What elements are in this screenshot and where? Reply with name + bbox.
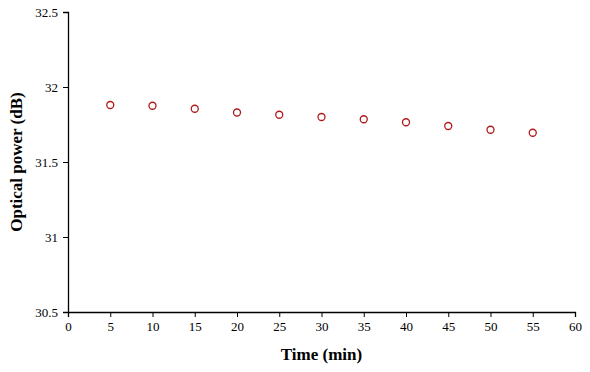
- x-tick-mark: [533, 312, 534, 317]
- x-tick-label: 10: [147, 319, 160, 334]
- x-tick-mark: [491, 312, 492, 317]
- y-tick: 30.5: [35, 305, 68, 320]
- point: [360, 116, 367, 123]
- x-tick: 35: [358, 312, 371, 334]
- x-tick: 30: [316, 312, 329, 334]
- x-tick-label: 15: [189, 319, 202, 334]
- x-tick-mark: [406, 312, 407, 317]
- x-tick: 0: [65, 312, 72, 334]
- y-tick: 32.5: [35, 5, 68, 20]
- y-tick-mark: [63, 162, 68, 163]
- y-axis-line: [63, 13, 69, 313]
- x-tick-mark: [575, 312, 576, 317]
- x-tick: 55: [527, 312, 540, 334]
- y-tick: 32: [45, 80, 68, 95]
- point: [276, 111, 283, 118]
- y-tick-label: 32.5: [35, 5, 58, 20]
- x-tick-mark: [237, 312, 238, 317]
- x-tick-mark: [195, 312, 196, 317]
- point: [445, 123, 452, 130]
- y-tick-mark: [63, 312, 68, 313]
- points: [107, 102, 537, 137]
- x-tick: 45: [442, 312, 455, 334]
- y-tick-label: 32: [45, 80, 58, 95]
- point: [149, 102, 156, 109]
- y-tick: 31.5: [35, 155, 68, 170]
- point: [529, 129, 536, 136]
- y-tick-label: 31.5: [35, 155, 58, 170]
- point: [403, 119, 410, 126]
- x-tick: 5: [108, 312, 115, 334]
- point: [487, 126, 494, 133]
- x-tick-label: 35: [358, 319, 371, 334]
- x-tick-label: 5: [108, 319, 115, 334]
- y-tick-mark: [63, 237, 68, 238]
- x-tick: 10: [147, 312, 160, 334]
- x-tick-label: 60: [569, 319, 582, 334]
- x-tick-label: 30: [316, 319, 329, 334]
- chart: 0 5 10 15 20 25 30 35 40 45 50 55 60 30.5 31 31.5 32 32.5…: [0, 0, 590, 372]
- y-tick-mark: [63, 87, 68, 88]
- x-tick-label: 0: [65, 319, 72, 334]
- x-tick: 15: [189, 312, 202, 334]
- x-tick-label: 20: [231, 319, 244, 334]
- y-tick-label: 31: [45, 230, 58, 245]
- x-tick-label: 40: [400, 319, 413, 334]
- x-axis-title: Time (min): [281, 345, 362, 364]
- x-tick: 60: [569, 312, 582, 334]
- y-tick: 31: [45, 230, 68, 245]
- point: [318, 114, 325, 121]
- x-tick-mark: [279, 312, 280, 317]
- x-tick-label: 45: [442, 319, 455, 334]
- x-tick: 25: [273, 312, 286, 334]
- x-tick-mark: [364, 312, 365, 317]
- y-axis: 30.5 31 31.5 32 32.5: [35, 5, 68, 320]
- x-tick-label: 55: [527, 319, 540, 334]
- x-tick-label: 50: [485, 319, 498, 334]
- x-tick-mark: [110, 312, 111, 317]
- x-tick-mark: [448, 312, 449, 317]
- point: [191, 105, 198, 112]
- x-tick: 40: [400, 312, 413, 334]
- x-axis-line: [69, 313, 576, 318]
- x-tick: 50: [485, 312, 498, 334]
- x-tick: 20: [231, 312, 244, 334]
- y-tick-label: 30.5: [35, 305, 58, 320]
- x-axis: 0 5 10 15 20 25 30 35 40 45 50 55 60: [65, 312, 582, 334]
- x-tick-mark: [153, 312, 154, 317]
- point: [107, 102, 114, 109]
- x-tick-label: 25: [273, 319, 286, 334]
- x-tick-mark: [322, 312, 323, 317]
- y-tick-mark: [63, 12, 68, 13]
- point: [234, 109, 241, 116]
- y-axis-title: Optical power (dB): [7, 92, 26, 231]
